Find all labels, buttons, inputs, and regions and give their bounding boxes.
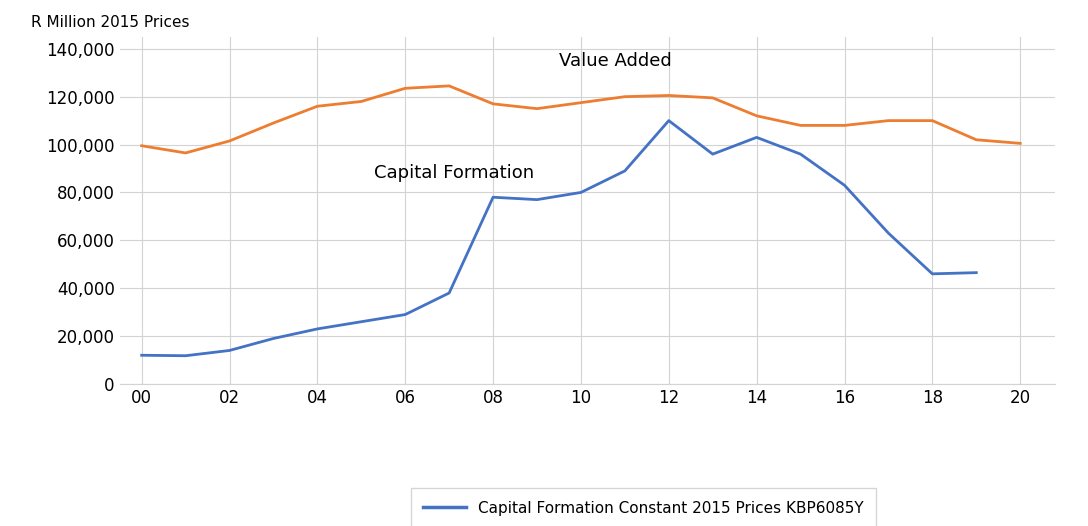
Text: Value Added: Value Added (559, 52, 671, 69)
Text: Capital Formation: Capital Formation (374, 164, 534, 182)
Text: R Million 2015 Prices: R Million 2015 Prices (30, 15, 189, 30)
Legend: Capital Formation Constant 2015 Prices KBP6085Y, Value Added Constant 2015 Price: Capital Formation Constant 2015 Prices K… (411, 488, 876, 526)
